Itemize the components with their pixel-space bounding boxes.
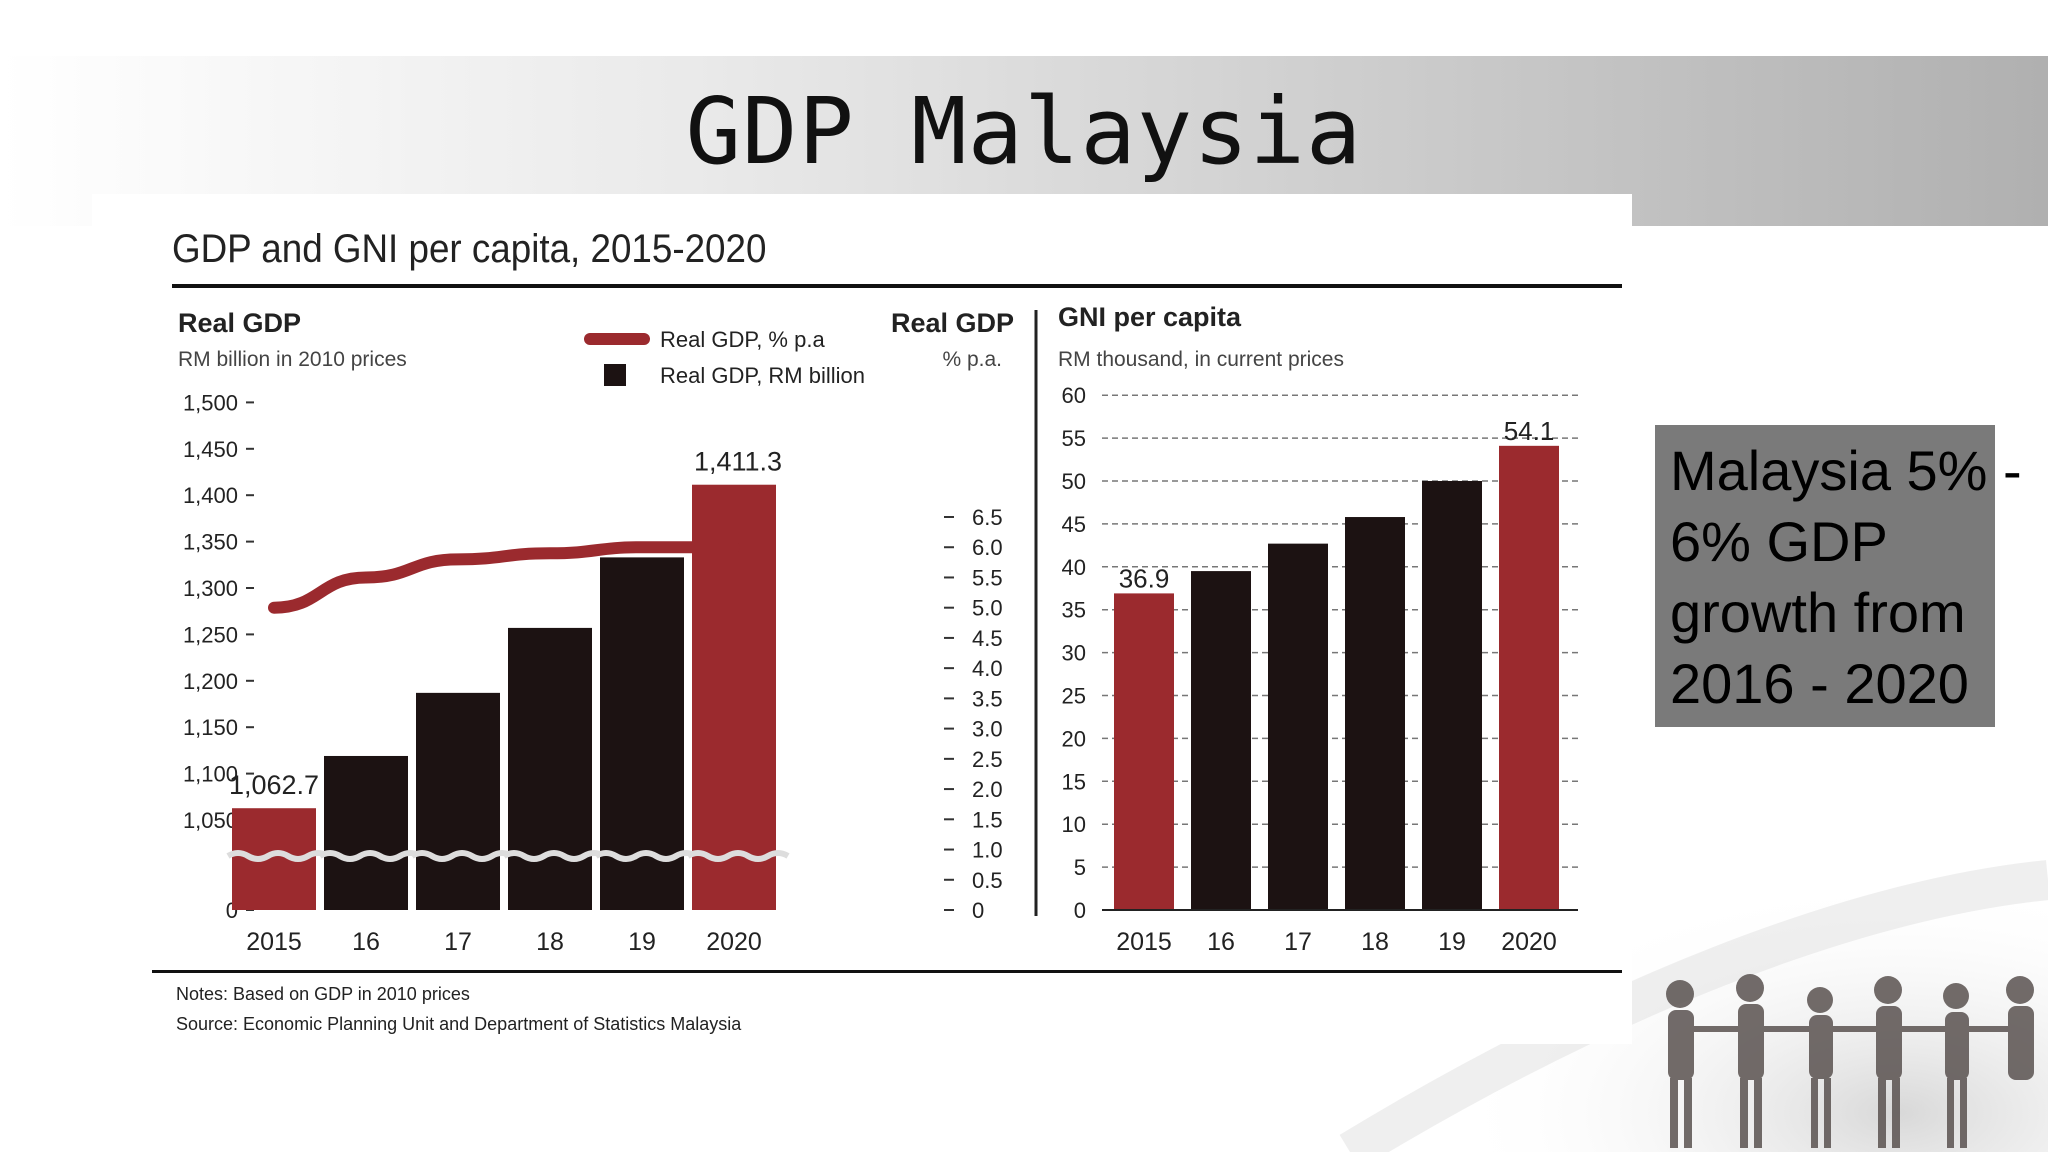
right-y-tick-label: 4.5: [972, 626, 1003, 651]
left-y-tick-label: 1,500: [183, 390, 238, 415]
gdp-growth-line: [268, 541, 740, 614]
chart-panel: GDP and GNI per capita, 2015-2020 Real G…: [92, 194, 1632, 1044]
gni-y-tick-label: 0: [1074, 898, 1086, 923]
axis-break-mark: [318, 850, 422, 862]
x-tick-label: 18: [536, 928, 564, 956]
gni-title: GNI per capita: [1058, 302, 1242, 332]
left-y-tick-label: 1,200: [183, 669, 238, 694]
right-y-tick-label: 4.0: [972, 656, 1003, 681]
gni-bar: [1499, 445, 1559, 910]
left-y-tick-label: 1,050: [183, 808, 238, 833]
gni-bar: [1268, 543, 1328, 910]
legend-bar-label: Real GDP, RM billion: [660, 363, 865, 388]
gni-y-tick-label: 40: [1062, 555, 1086, 580]
gni-y-tick-label: 20: [1062, 726, 1086, 751]
gni-y-tick-label: 30: [1062, 641, 1086, 666]
gni-x-tick-label: 17: [1284, 928, 1312, 956]
left-y-tick-label: 1,100: [183, 762, 238, 787]
real-gdp-chart: 0 1,050 1,100 1,150 1,200 1,250 1,300 1,350 1,40…: [183, 390, 1003, 956]
gni-bar: [1191, 571, 1251, 910]
axis-break-mark: [594, 850, 698, 862]
left-y-tick-label: 1,250: [183, 622, 238, 647]
right-y-tick-label: 1.5: [972, 807, 1003, 832]
people-silhouettes-image: [1666, 974, 2034, 1148]
left-y-tick-label: 1,150: [183, 715, 238, 740]
left-y-tick-label: 1,450: [183, 437, 238, 462]
callout-box: [1655, 425, 1995, 727]
right-y-tick-label: 2.0: [972, 777, 1003, 802]
axis-break-mark: [410, 850, 514, 862]
right-y-tick-label: 6.0: [972, 535, 1003, 560]
gni-bar: [1114, 593, 1174, 910]
gni-bar: [1422, 481, 1482, 910]
gni-y-tick-label: 5: [1074, 855, 1086, 880]
gdp-bar: [692, 484, 776, 910]
right-axis-title: Real GDP: [891, 308, 1014, 338]
source-line: Source: Economic Planning Unit and Depar…: [176, 1014, 742, 1034]
right-y-tick-label: 1.0: [972, 838, 1003, 863]
gdp-bar: [416, 692, 500, 910]
axis-break-mark: [686, 850, 790, 862]
chart-svg: GDP and GNI per capita, 2015-2020 Real G…: [152, 227, 1622, 1034]
right-y-tick-label: 3.0: [972, 717, 1003, 742]
gdp-bar: [508, 627, 592, 910]
gni-y-tick-label: 50: [1062, 469, 1086, 494]
gni-y-tick-label: 55: [1062, 426, 1086, 451]
right-y-tick-label: 0: [972, 898, 984, 923]
right-y-tick-label: 5.0: [972, 596, 1003, 621]
figure-title: GDP and GNI per capita, 2015-2020: [172, 227, 766, 272]
left-y-tick-label: 1,400: [183, 483, 238, 508]
gni-x-tick-label: 2020: [1501, 928, 1557, 956]
left-y-tick-label: 1,350: [183, 530, 238, 555]
left-y-tick-label: 1,300: [183, 576, 238, 601]
bottom-rule: [152, 970, 1622, 973]
gni-bar: [1345, 517, 1405, 910]
right-y-tick-label: 2.5: [972, 747, 1003, 772]
gni-y-tick-label: 15: [1062, 769, 1086, 794]
x-tick-label: 19: [628, 928, 656, 956]
gni-data-label: 36.9: [1119, 563, 1170, 593]
gni-y-tick-label: 25: [1062, 684, 1086, 709]
gdp-data-label: 1,062.7: [229, 770, 319, 800]
x-tick-label: 17: [444, 928, 472, 956]
left-axis-subtitle: RM billion in 2010 prices: [178, 348, 407, 371]
legend: Real GDP, % p.a Real GDP, RM billion: [584, 327, 865, 388]
right-y-tick-label: 0.5: [972, 868, 1003, 893]
gni-per-capita-chart: 0 5 10 15 20 25 30 35 40 45 50 55 60 2015 16 17 18 19 2020…: [1062, 383, 1578, 956]
gni-x-tick-label: 18: [1361, 928, 1389, 956]
legend-bar-swatch: [604, 364, 626, 386]
slide-title: GDP Malaysia: [685, 78, 1363, 185]
gni-x-tick-label: 2015: [1116, 928, 1172, 956]
gni-y-tick-label: 10: [1062, 812, 1086, 837]
gni-data-label: 54.1: [1504, 416, 1555, 446]
right-y-tick-label: 6.5: [972, 505, 1003, 530]
x-tick-label: 2020: [706, 928, 762, 956]
gdp-bar: [324, 755, 408, 910]
axis-break-mark: [226, 850, 330, 862]
axis-break-mark: [502, 850, 606, 862]
gni-x-tick-label: 19: [1438, 928, 1466, 956]
gni-y-tick-label: 60: [1062, 383, 1086, 408]
x-tick-label: 16: [352, 928, 380, 956]
gni-y-tick-label: 45: [1062, 512, 1086, 537]
right-y-tick-label: 3.5: [972, 686, 1003, 711]
legend-line-label: Real GDP, % p.a: [660, 327, 825, 352]
title-rule: [172, 284, 1622, 288]
right-y-tick-label: 5.5: [972, 565, 1003, 590]
x-tick-label: 2015: [246, 928, 302, 956]
callout-text: Malaysia 5% - 6% GDP growth from 2016 - …: [1670, 439, 2022, 715]
gni-x-tick-label: 16: [1207, 928, 1235, 956]
gdp-data-label: 1,411.3: [694, 447, 782, 477]
right-axis-subtitle: % p.a.: [942, 348, 1002, 371]
notes-line: Notes: Based on GDP in 2010 prices: [176, 984, 470, 1004]
left-axis-title: Real GDP: [178, 308, 301, 338]
gni-y-tick-label: 35: [1062, 598, 1086, 623]
gni-subtitle: RM thousand, in current prices: [1058, 348, 1344, 371]
